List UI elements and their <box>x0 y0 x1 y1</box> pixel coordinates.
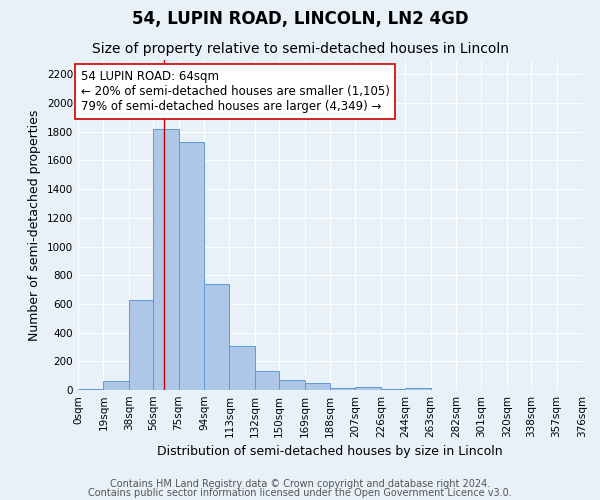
Bar <box>229 346 255 390</box>
Text: 54, LUPIN ROAD, LINCOLN, LN2 4GD: 54, LUPIN ROAD, LINCOLN, LN2 4GD <box>131 10 469 28</box>
Text: 54 LUPIN ROAD: 64sqm
← 20% of semi-detached houses are smaller (1,105)
79% of se: 54 LUPIN ROAD: 64sqm ← 20% of semi-detac… <box>80 70 389 113</box>
Bar <box>405 388 431 390</box>
Bar <box>355 388 381 390</box>
Bar <box>103 382 129 390</box>
Bar <box>179 142 204 390</box>
X-axis label: Distribution of semi-detached houses by size in Lincoln: Distribution of semi-detached houses by … <box>157 446 503 458</box>
Bar <box>330 388 355 390</box>
Y-axis label: Number of semi-detached properties: Number of semi-detached properties <box>28 110 41 340</box>
Bar <box>204 284 229 390</box>
Text: Size of property relative to semi-detached houses in Lincoln: Size of property relative to semi-detach… <box>91 42 509 56</box>
Text: Contains public sector information licensed under the Open Government Licence v3: Contains public sector information licen… <box>88 488 512 498</box>
Bar <box>78 388 103 390</box>
Bar <box>305 384 330 390</box>
Bar <box>255 370 279 390</box>
Bar <box>279 380 305 390</box>
Bar <box>381 388 405 390</box>
Bar <box>129 300 153 390</box>
Text: Contains HM Land Registry data © Crown copyright and database right 2024.: Contains HM Land Registry data © Crown c… <box>110 479 490 489</box>
Bar <box>153 129 179 390</box>
